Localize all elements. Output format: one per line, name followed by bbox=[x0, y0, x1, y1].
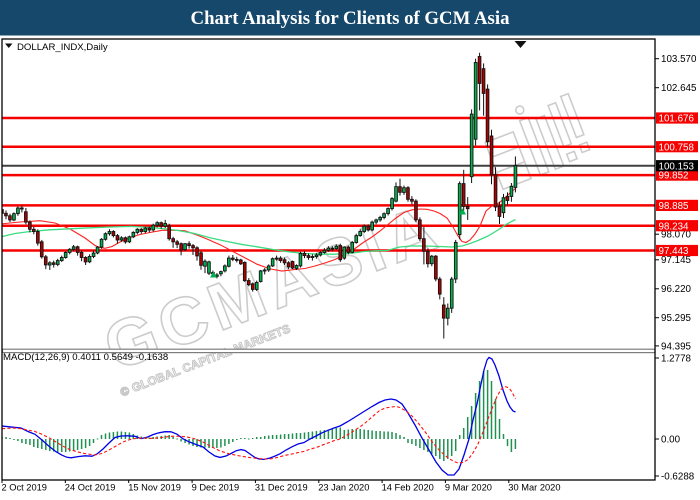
svg-text:100.153: 100.153 bbox=[659, 161, 695, 172]
svg-text:98.234: 98.234 bbox=[659, 221, 690, 232]
svg-text:103.570: 103.570 bbox=[661, 54, 697, 65]
svg-text:99.852: 99.852 bbox=[659, 171, 689, 182]
svg-text:96.220: 96.220 bbox=[661, 284, 692, 295]
svg-text:100.758: 100.758 bbox=[659, 142, 695, 153]
svg-text:1.2778: 1.2778 bbox=[661, 353, 692, 364]
svg-text:98.885: 98.885 bbox=[659, 201, 690, 212]
svg-text:14 Feb 2020: 14 Feb 2020 bbox=[382, 483, 434, 493]
svg-text:101.676: 101.676 bbox=[659, 114, 695, 125]
svg-text:2 Oct 2019: 2 Oct 2019 bbox=[2, 483, 47, 493]
svg-text:95.295: 95.295 bbox=[661, 313, 692, 324]
svg-text:-0.6288: -0.6288 bbox=[661, 471, 695, 482]
svg-text:23 Jan 2020: 23 Jan 2020 bbox=[318, 483, 369, 493]
svg-text:94.395: 94.395 bbox=[661, 341, 692, 352]
svg-text:9 Mar 2020: 9 Mar 2020 bbox=[445, 483, 492, 493]
svg-text:0.00: 0.00 bbox=[661, 434, 681, 445]
svg-text:102.645: 102.645 bbox=[661, 83, 697, 94]
svg-text:97.443: 97.443 bbox=[659, 246, 690, 257]
svg-text:Chart Analysis for Clients of: Chart Analysis for Clients of GCM Asia bbox=[191, 8, 511, 29]
svg-text:24 Oct 2019: 24 Oct 2019 bbox=[65, 483, 116, 493]
svg-text:97.145: 97.145 bbox=[661, 255, 692, 266]
svg-text:98.070: 98.070 bbox=[661, 230, 692, 241]
svg-text:MACD(12,26,9) 0.4011 0.5649 -0: MACD(12,26,9) 0.4011 0.5649 -0.1638 bbox=[3, 352, 168, 363]
svg-text:9 Dec 2019: 9 Dec 2019 bbox=[192, 483, 240, 493]
svg-text:31 Dec 2019: 31 Dec 2019 bbox=[255, 483, 308, 493]
svg-text:15 Nov 2019: 15 Nov 2019 bbox=[128, 483, 181, 493]
svg-text:30 Mar 2020: 30 Mar 2020 bbox=[508, 483, 560, 493]
svg-text:DOLLAR_INDX,Daily: DOLLAR_INDX,Daily bbox=[17, 42, 108, 53]
